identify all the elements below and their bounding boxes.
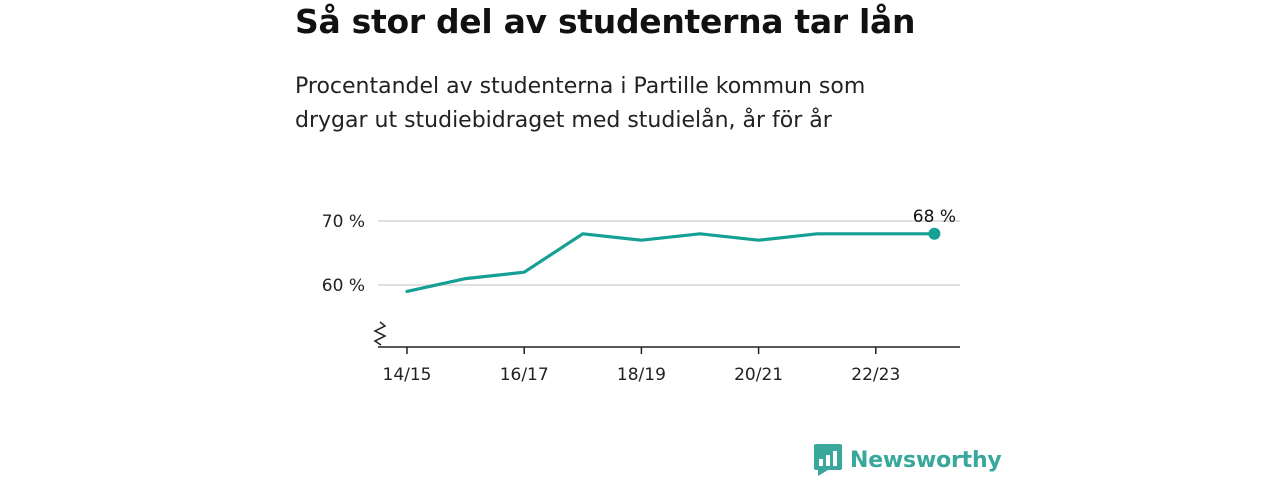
gridlines xyxy=(378,220,960,286)
x-tick-label-14/15: 14/15 xyxy=(383,365,432,385)
x-tick-label-18/19: 18/19 xyxy=(617,365,666,385)
chart-subtitle: Procentandel av studenterna i Partille k… xyxy=(295,74,866,133)
axes xyxy=(373,321,960,354)
series xyxy=(405,227,941,293)
x-tick-label-22/23: 22/23 xyxy=(851,365,900,385)
y-tick-label-70: 70 % xyxy=(322,212,365,232)
annotations: 68 % xyxy=(913,207,956,227)
series-line xyxy=(405,232,937,293)
tick-labels: 60 % 70 % 14/15 16/17 18/19 20/21 22/23 xyxy=(322,212,901,385)
chart-title: Så stor del av studenterna tar lån xyxy=(295,2,916,41)
y-axis-break-icon xyxy=(373,321,387,346)
x-tick-label-20/21: 20/21 xyxy=(734,365,783,385)
end-value-label: 68 % xyxy=(913,207,956,227)
newsworthy-brand-name: Newsworthy xyxy=(850,447,1002,473)
newsworthy-brand: Newsworthy xyxy=(814,444,1002,476)
end-point-marker xyxy=(928,227,941,240)
newsworthy-logo-icon xyxy=(814,444,842,476)
x-tick-label-16/17: 16/17 xyxy=(500,365,549,385)
y-tick-label-60: 60 % xyxy=(322,276,365,296)
